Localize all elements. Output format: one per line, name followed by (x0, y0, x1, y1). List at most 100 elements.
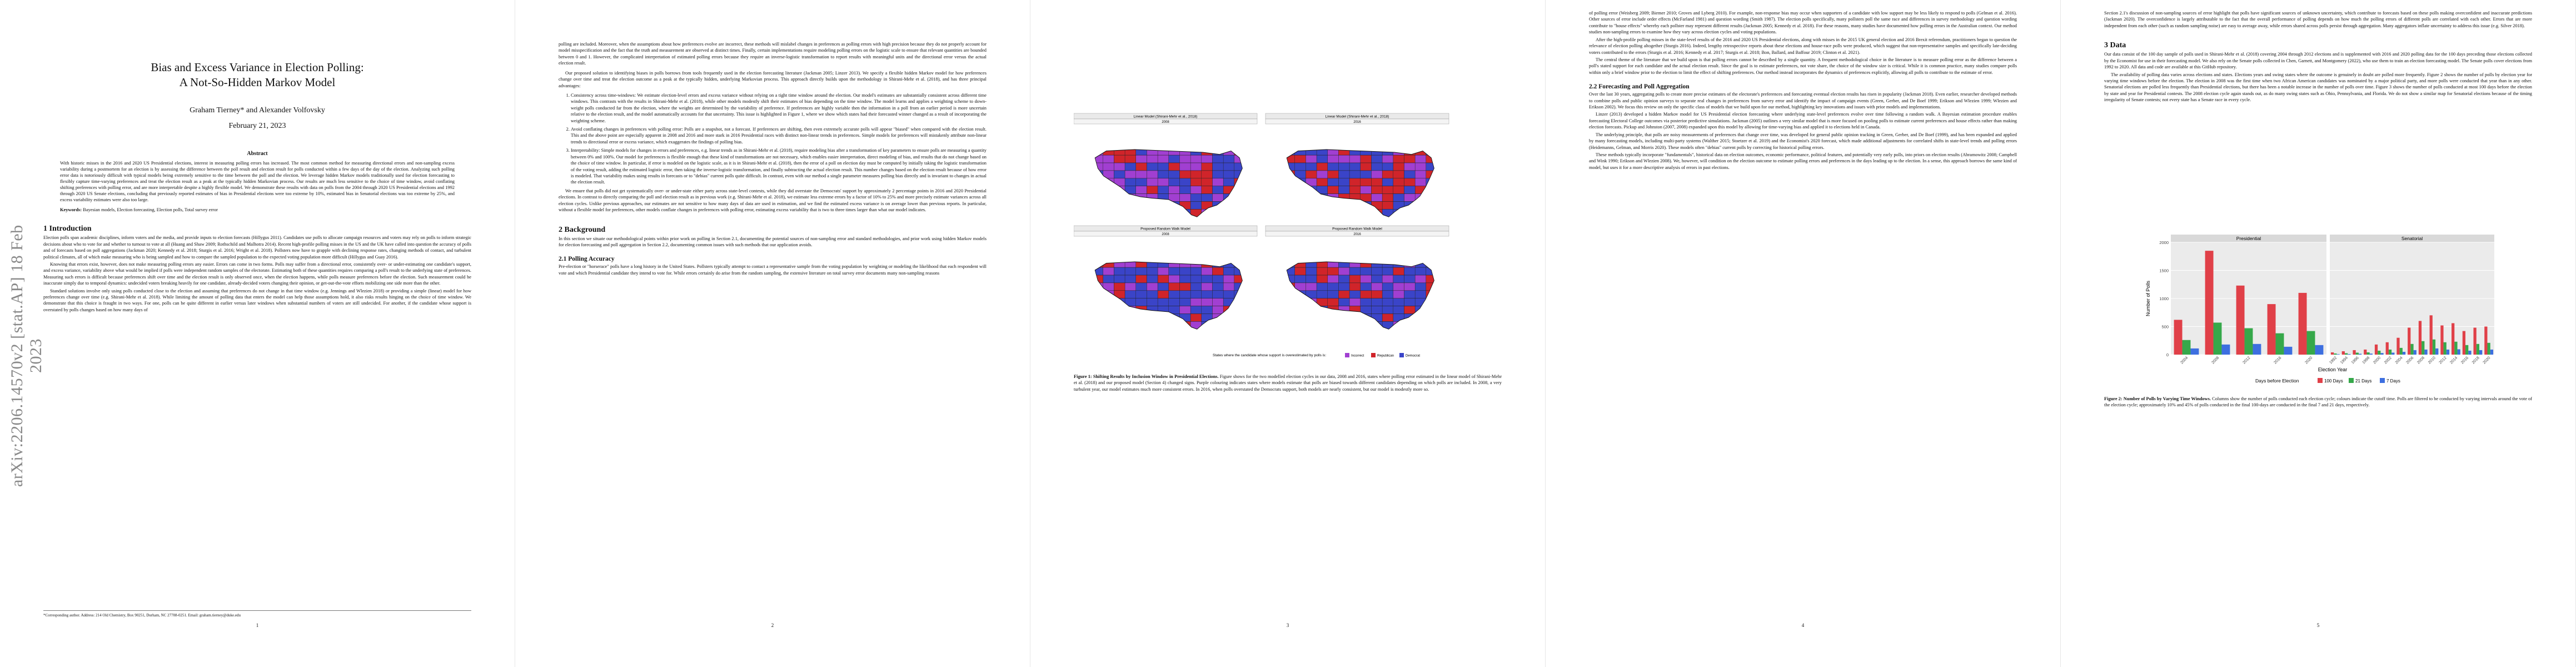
state-region (1371, 306, 1383, 314)
x-tick-label: 2000 (2373, 356, 2381, 365)
state-region (1157, 209, 1169, 217)
x-tick-label: 2006 (2405, 356, 2414, 365)
state-region (1103, 275, 1114, 283)
bar (2236, 285, 2245, 355)
panel-title: Senatorial (2401, 236, 2423, 241)
state-region (1306, 298, 1317, 306)
state-region (1316, 178, 1328, 186)
bar (2355, 352, 2359, 355)
state-region (1371, 193, 1383, 202)
y-tick-label: 0 (2166, 352, 2169, 357)
state-region (1157, 155, 1169, 163)
state-region (1382, 170, 1394, 179)
state-region (1223, 186, 1235, 194)
state-region (1414, 298, 1427, 306)
state-region (1114, 298, 1125, 306)
state-region (1190, 282, 1202, 291)
state-region (1371, 321, 1383, 330)
state-region (1327, 170, 1339, 179)
keywords: Keywords: Bayesian models, Election fore… (60, 207, 455, 212)
legend-label: States where the candidate whose support… (1213, 354, 1326, 357)
state-region (1294, 298, 1306, 306)
bar (2454, 341, 2458, 355)
page-number: 5 (2316, 623, 2320, 628)
state-region (1414, 178, 1427, 186)
state-region (1371, 201, 1383, 210)
bar (2424, 349, 2428, 355)
state-region (1212, 321, 1224, 330)
state-region (1404, 313, 1416, 322)
y-axis-label: Number of Polls (2145, 280, 2151, 316)
paragraph: In this section we situate our methodolo… (559, 236, 986, 247)
state-region (1147, 313, 1158, 322)
state-region (1294, 282, 1306, 291)
state-region (1306, 178, 1317, 186)
state-region (1327, 298, 1339, 306)
bar (2413, 350, 2416, 355)
state-region (1382, 262, 1394, 268)
state-region (1114, 321, 1125, 330)
caption-title: Figure 1: Shifting Results by Inclusion … (1074, 374, 1219, 379)
state-region (1426, 321, 1434, 330)
state-region (1316, 267, 1328, 276)
state-region (1114, 209, 1125, 217)
state-region (1316, 290, 1328, 298)
state-region (1157, 306, 1169, 314)
y-tick-label: 500 (2161, 325, 2169, 330)
panel-title: Proposed Random Walk Model (1140, 227, 1190, 231)
state-region (1294, 267, 1306, 276)
state-region (1095, 313, 1103, 322)
state-region (1371, 290, 1383, 298)
state-region (1316, 186, 1328, 194)
state-region (1114, 178, 1125, 186)
paragraph: Knowing that errors exist, however, does… (43, 261, 471, 286)
state-region (1338, 290, 1350, 298)
state-region (1157, 178, 1169, 186)
state-region (1212, 178, 1224, 186)
state-region (1212, 170, 1224, 179)
panel-bottom-left: Proposed Random Walk Model 2008 (1073, 225, 1258, 330)
state-region (1404, 267, 1416, 276)
state-region (1404, 162, 1416, 171)
state-region (1426, 178, 1434, 186)
state-region (1223, 178, 1235, 186)
us-outline (1286, 261, 1434, 330)
bar (2190, 348, 2199, 355)
us-map (1094, 261, 1243, 330)
state-region (1360, 155, 1372, 163)
state-region (1223, 282, 1235, 291)
legend-swatch (2380, 378, 2385, 383)
bar (2468, 350, 2472, 355)
state-region (1360, 298, 1372, 306)
map-legend: States where the candidate whose support… (1213, 353, 1420, 358)
state-region (1190, 150, 1202, 156)
state-region (1349, 162, 1361, 171)
state-region (1393, 155, 1404, 163)
state-region (1316, 282, 1328, 291)
state-region (1168, 298, 1180, 306)
bar (2374, 344, 2378, 355)
bar (2364, 349, 2367, 355)
panel-title: Proposed Random Walk Model (1332, 227, 1382, 231)
state-region (1095, 209, 1103, 217)
state-region (1168, 186, 1180, 194)
state-region (1316, 275, 1328, 283)
state-region (1157, 262, 1169, 268)
state-region (1147, 298, 1158, 306)
state-region (1095, 178, 1103, 186)
state-region (1124, 306, 1136, 314)
state-region (1124, 267, 1136, 276)
x-tick-label: 2016 (2273, 356, 2282, 365)
state-region (1404, 155, 1416, 163)
state-region (1234, 262, 1243, 268)
state-region (1327, 313, 1339, 322)
state-region (1349, 298, 1361, 306)
state-region (1426, 209, 1434, 217)
state-region (1393, 313, 1404, 322)
state-region (1168, 162, 1180, 171)
state-region (1316, 162, 1328, 171)
state-region (1190, 290, 1202, 298)
state-region (1382, 178, 1394, 186)
state-region (1306, 321, 1317, 330)
figure-1-caption: Figure 1: Shifting Results by Inclusion … (1074, 374, 1502, 392)
